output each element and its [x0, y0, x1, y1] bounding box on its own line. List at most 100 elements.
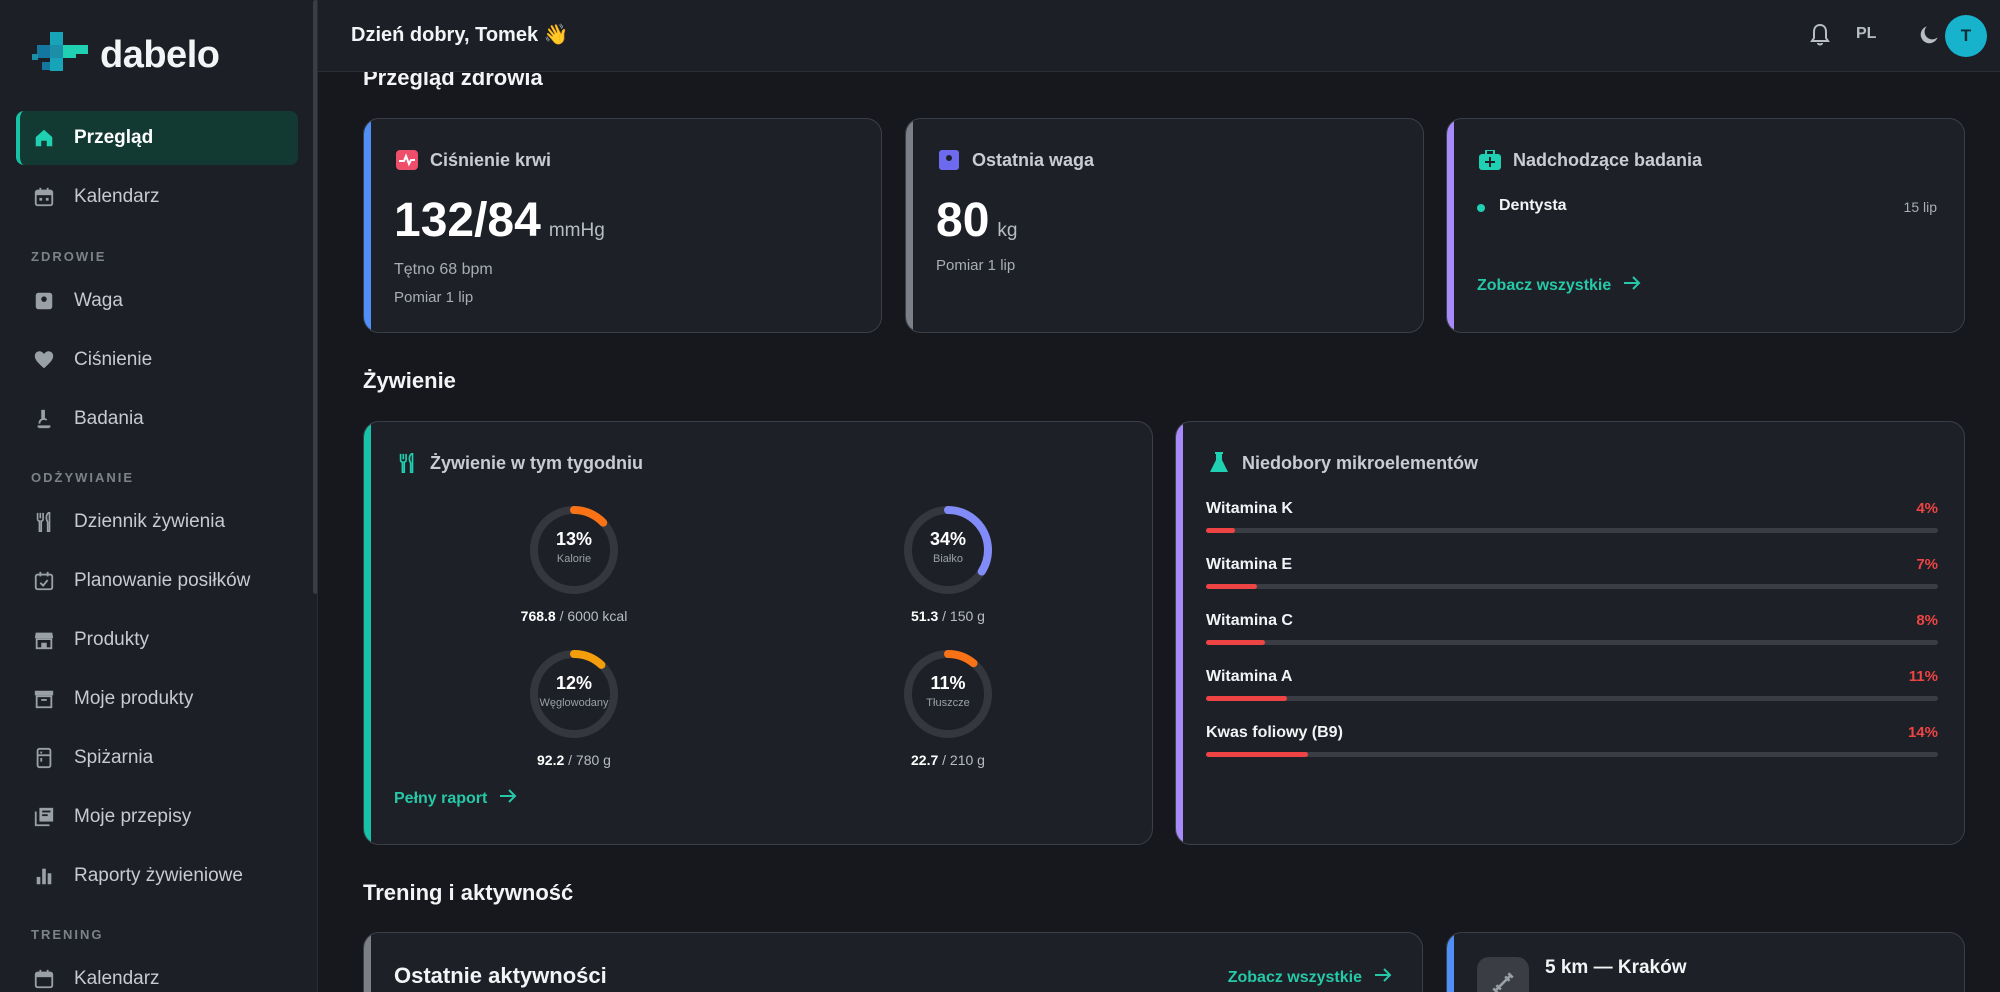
sidebar-item-label: Przegląd [74, 127, 154, 148]
training-goal-card[interactable]: 5 km — Kraków [1446, 932, 1965, 992]
sidebar-item-label: Ciśnienie [74, 349, 153, 370]
bp-date: Pomiar 1 lip [394, 289, 474, 306]
archive-icon [32, 687, 56, 711]
greeting: Dzień dobry, Tomek 👋 [351, 24, 569, 46]
see-all-activities-link[interactable]: Zobacz wszystkie [1228, 967, 1392, 988]
section-title-nutrition: Żywienie [363, 368, 456, 393]
weight-date: Pomiar 1 lip [936, 257, 1016, 274]
arrow-right-icon [499, 788, 517, 809]
sidebar-item-label: Produkty [74, 629, 149, 650]
sidebar-item-tests[interactable]: Badania [16, 392, 298, 446]
sidebar-item-pressure[interactable]: Ciśnienie [16, 333, 298, 387]
deficit-row: Witamina C 8% [1206, 612, 1938, 645]
ring-calories: 13% Kalorie 768.8 / 6000 kcal [454, 502, 694, 624]
dumbbell-icon [1477, 957, 1529, 992]
bell-icon[interactable] [1808, 22, 1832, 53]
sidebar-item-meal-planning[interactable]: Planowanie posiłków [16, 554, 298, 608]
sidebar-item-training-calendar[interactable]: Kalendarz [16, 952, 298, 992]
calendar-check-icon [32, 569, 56, 593]
pulse-text: Tętno 68 bpm [394, 261, 493, 278]
sidebar-item-label: Waga [74, 290, 123, 311]
moon-icon[interactable] [1916, 22, 1942, 53]
sidebar-item-label: Raporty żywieniowe [74, 865, 243, 886]
sidebar-item-calendar[interactable]: Kalendarz [16, 170, 298, 224]
sidebar: dabelo Przegląd Kalendarz ZDROWIE Waga C… [0, 0, 318, 992]
microscope-icon [32, 407, 56, 431]
bp-value: 132/84 [394, 194, 541, 247]
brand-name: dabelo [100, 33, 220, 76]
micronutrient-deficits-card: Niedobory mikroelementów Witamina K 4% W… [1175, 421, 1965, 845]
avatar[interactable]: T [1945, 15, 1987, 57]
card-title: Ciśnienie krwi [396, 149, 551, 171]
sidebar-item-label: Moje przepisy [74, 806, 192, 827]
sidebar-item-label: Dziennik żywienia [74, 511, 226, 532]
sidebar-item-label: Spiżarnia [74, 747, 154, 768]
nav-section-health: ZDROWIE [31, 249, 107, 264]
home-icon [32, 126, 56, 150]
test-date: 15 lip [1903, 199, 1937, 215]
sidebar-scrollbar[interactable] [313, 0, 317, 594]
goal-title: 5 km — Kraków [1545, 957, 1687, 978]
sidebar-item-products[interactable]: Produkty [16, 613, 298, 667]
bp-unit: mmHg [548, 220, 605, 241]
logo[interactable]: dabelo [32, 30, 220, 80]
calendar-icon [32, 967, 56, 991]
ring-protein: 34% Białko 51.3 / 150 g [828, 502, 1068, 624]
main-content: Przegląd zdrowia Ciśnienie krwi 132/84 m… [318, 72, 2000, 992]
card-title: Ostatnia waga [938, 149, 1094, 171]
card-title: Niedobory mikroelementów [1208, 452, 1478, 474]
weight-unit: kg [997, 220, 1018, 241]
language-switch[interactable]: PL [1856, 25, 1877, 42]
sidebar-item-label: Kalendarz [74, 968, 160, 989]
sidebar-item-food-diary[interactable]: Dziennik żywienia [16, 495, 298, 549]
ring-fats: 11% Tłuszcze 22.7 / 210 g [828, 646, 1068, 768]
deficit-row: Kwas foliowy (B9) 14% [1206, 724, 1938, 757]
weight-card[interactable]: Ostatnia waga 80 kg Pomiar 1 lip [905, 118, 1424, 333]
pantry-icon [32, 746, 56, 770]
ring-carbs: 12% Węglowodany 92.2 / 780 g [454, 646, 694, 768]
recipes-icon [32, 805, 56, 829]
heart-icon [32, 348, 56, 372]
sidebar-item-label: Moje produkty [74, 688, 194, 709]
weight-value: 80 [936, 194, 990, 247]
full-report-link[interactable]: Pełny raport [394, 788, 517, 809]
flask-icon [1208, 452, 1230, 474]
arrow-right-icon [1623, 275, 1641, 296]
utensils-icon [32, 510, 56, 534]
sidebar-item-pantry[interactable]: Spiżarnia [16, 731, 298, 785]
test-name: Dentysta [1499, 197, 1567, 214]
nutrition-week-card: Żywienie w tym tygodniu 13% Kalorie 768.… [363, 421, 1153, 845]
utensils-icon [396, 452, 418, 474]
deficit-row: Witamina K 4% [1206, 500, 1938, 533]
scale-icon [938, 149, 960, 171]
test-item[interactable]: Dentysta 15 lip [1477, 197, 1937, 221]
sidebar-item-my-recipes[interactable]: Moje przepisy [16, 790, 298, 844]
top-header: Dzień dobry, Tomek 👋 PL T [318, 0, 2000, 72]
recent-activities-card: Ostatnie aktywności Zobacz wszystkie [363, 932, 1423, 992]
sidebar-item-label: Planowanie posiłków [74, 570, 251, 591]
blood-pressure-card[interactable]: Ciśnienie krwi 132/84 mmHg Tętno 68 bpm … [363, 118, 882, 333]
see-all-tests-link[interactable]: Zobacz wszystkie [1477, 275, 1641, 296]
bp-value-row: 132/84 mmHg [394, 193, 605, 248]
sidebar-item-my-products[interactable]: Moje produkty [16, 672, 298, 726]
arrow-right-icon [1374, 967, 1392, 988]
dabelo-logo-icon [32, 32, 88, 71]
card-title: Ostatnie aktywności [394, 963, 607, 988]
sidebar-item-label: Kalendarz [74, 186, 160, 207]
card-title: Żywienie w tym tygodniu [396, 452, 643, 474]
upcoming-tests-card[interactable]: Nadchodzące badania Dentysta 15 lip Zoba… [1446, 118, 1965, 333]
calendar-icon [32, 185, 56, 209]
store-icon [32, 628, 56, 652]
sidebar-item-nutrition-reports[interactable]: Raporty żywieniowe [16, 849, 298, 903]
deficit-row: Witamina E 7% [1206, 556, 1938, 589]
deficit-row: Witamina A 11% [1206, 668, 1938, 701]
sidebar-item-label: Badania [74, 408, 144, 429]
nav-section-nutrition: ODŻYWIANIE [31, 470, 135, 485]
medical-kit-icon [1479, 149, 1501, 171]
bullet-dot [1477, 204, 1485, 212]
scale-icon [32, 289, 56, 313]
sidebar-item-weight[interactable]: Waga [16, 274, 298, 328]
heart-pulse-icon [396, 149, 418, 171]
section-title-health: Przegląd zdrowia [363, 72, 543, 90]
sidebar-item-overview[interactable]: Przegląd [16, 111, 298, 165]
